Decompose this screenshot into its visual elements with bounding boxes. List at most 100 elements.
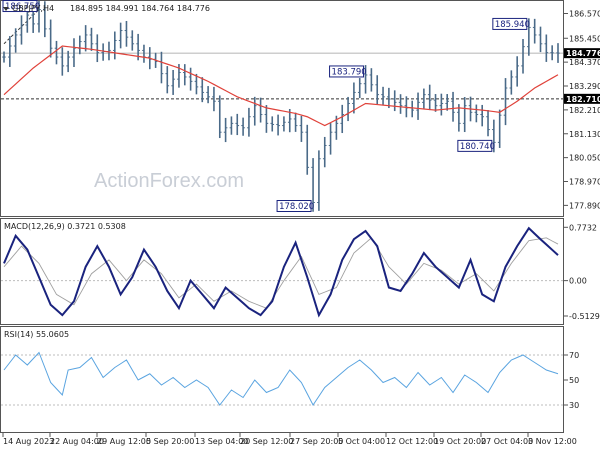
price-annotation: 178.020 [276,200,314,213]
macd-main-line [3,226,559,318]
rsi-y-tick-label: 70 [569,351,579,360]
price-tag: 184.776 [564,48,600,59]
price-bar [171,69,175,95]
dropdown-triangle-icon [3,7,9,11]
price-bar [66,50,70,73]
price-bar [451,91,455,122]
price-bar [118,22,123,49]
price-bar [276,114,280,136]
price-bar [492,119,496,153]
x-tick-label: 27 Oct 04:00 [481,437,533,446]
price-bar [235,113,240,136]
x-tick-label: 14 Aug 2023 [3,437,54,446]
x-tick-label: 3 Nov 12:00 [528,437,577,446]
price-bar [48,19,53,58]
symbol-label: GBPJPY,H4 [12,4,54,13]
price-bar [130,30,135,51]
price-bar [188,67,193,91]
price-bar [270,116,275,132]
price-bar [54,40,59,65]
x-tick-label: 27 Sep 20:00 [290,437,343,446]
price-bar [19,15,24,45]
price-bar [305,124,310,175]
price-bar [311,158,315,212]
price-y-tick-label: 185.450 [569,34,600,43]
price-bar [113,31,117,60]
price-bar [352,82,356,114]
price-y-tick-label: 183.290 [569,82,600,91]
price-bar [328,123,333,155]
x-tick-label: 12 Oct 12:00 [386,437,438,446]
macd-series [3,226,559,318]
price-bar [392,90,397,112]
moving-average-line [3,45,559,127]
price-bar [439,93,444,116]
price-bar [445,94,449,111]
rsi-title: RSI(14) 55.0605 [4,330,69,339]
price-bar [427,84,432,111]
price-y-tick-label: 177.890 [569,201,600,210]
price-bar [165,66,170,94]
price-bar [95,34,100,63]
price-bar [381,86,385,105]
price-annotations: 186.750 183.790 185.940 178.020 180.740 [2,0,530,213]
price-y-tick-label: 184.370 [569,58,600,67]
price-bar [369,68,374,92]
price-bar [229,116,234,135]
macd-title: MACD(12,26,9) 0.3721 0.5308 [4,222,126,231]
price-series [2,0,560,212]
ohlc-readout: 184.895 184.991 184.764 184.776 [70,4,210,13]
macd-y-tick-label: -0.5129 [569,312,600,321]
price-bar [264,105,269,133]
price-y-tick-label: 181.130 [569,130,600,139]
price-bar [241,117,245,136]
price-bar [433,94,438,112]
price-bar [357,78,362,99]
price-bar [182,64,187,86]
price-bar [375,75,380,105]
price-annotation: 180.740 [457,139,495,152]
price-y-tick-label: 186.570 [569,10,600,19]
price-bar [486,110,490,137]
price-bar [503,78,508,126]
macd-y-tick-label: 0.7732 [569,223,597,232]
price-bar [363,65,368,94]
price-bar [217,95,222,139]
price-bar [527,18,531,56]
price-bar [212,86,216,112]
price-y-tick-label: 182.210 [569,106,600,115]
price-bar [521,39,525,74]
price-bar [83,25,88,52]
svg-text:180.740: 180.740 [460,142,495,152]
rsi-series [3,351,559,406]
price-annotation: 185.940 [492,17,530,30]
symbol-header: GBPJPY,H4 184.895 184.991 184.764 184.77… [3,4,210,13]
price-tags: 184.776 182.710 [564,48,600,104]
rsi-y-tick-label: 50 [569,376,579,385]
price-bar [37,0,41,33]
price-y-ticks: 186.570 185.450 184.370 183.290 182.210 181.1… [564,10,600,210]
price-bar [398,94,403,114]
price-bar [60,47,65,76]
moving-average-series [3,45,559,127]
price-bar [532,18,537,44]
price-y-tick-label: 178.970 [569,178,600,187]
x-tick-label: 20 Sep 12:00 [240,437,293,446]
price-bar [317,150,321,211]
price-bar [538,26,543,53]
price-bar [8,36,12,67]
rsi-y-ticks: 70 50 30 [1,351,579,410]
price-bar [247,107,251,137]
price-bar [550,45,554,61]
price-bar [299,115,304,142]
rsi-line [3,351,559,406]
price-bar [416,92,420,120]
svg-text:183.790: 183.790 [332,67,367,77]
macd-signal-line [3,237,559,309]
price-bar [497,109,502,148]
price-bar [457,104,461,132]
svg-text:186.750: 186.750 [5,2,40,12]
price-bar [124,20,129,47]
